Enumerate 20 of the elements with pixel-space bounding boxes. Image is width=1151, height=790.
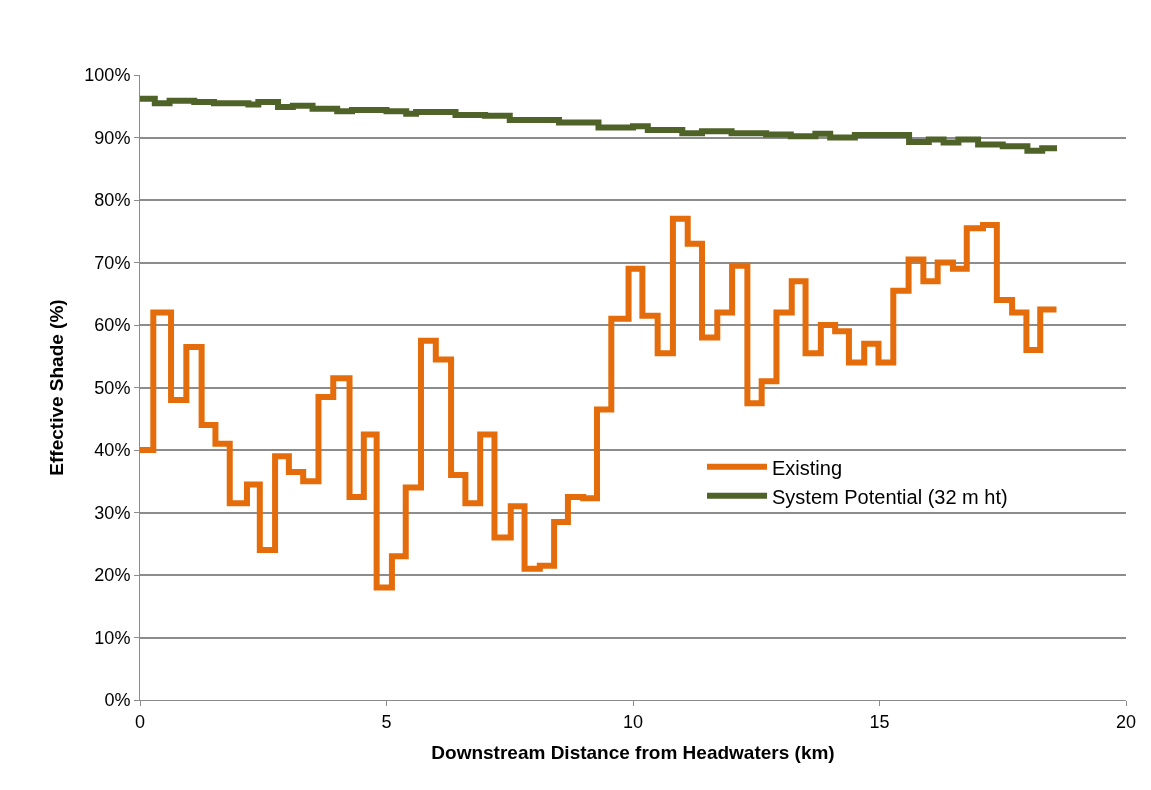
x-tick-label: 10 bbox=[622, 711, 644, 732]
x-axis-title: Downstream Distance from Headwaters (km) bbox=[431, 742, 835, 764]
legend-label: System Potential (32 m ht) bbox=[772, 485, 1008, 508]
y-tick-label: 70% bbox=[94, 252, 131, 273]
y-tick-label: 10% bbox=[94, 627, 131, 648]
y-tick-label: 60% bbox=[94, 315, 131, 336]
y-tick-label: 50% bbox=[94, 377, 131, 398]
x-tick-label: 0 bbox=[134, 711, 146, 732]
y-tick-label: 20% bbox=[94, 565, 131, 586]
y-tick-label: 100% bbox=[84, 65, 131, 86]
y-tick-label: 90% bbox=[94, 127, 131, 148]
y-tick-label: 80% bbox=[94, 190, 131, 211]
y-tick-label: 30% bbox=[94, 502, 131, 523]
y-axis-title: Effective Shade (%) bbox=[46, 299, 68, 476]
legend-label: Existing bbox=[772, 456, 843, 479]
x-tick-label: 20 bbox=[1115, 711, 1137, 732]
x-tick-label: 5 bbox=[381, 711, 392, 732]
x-tick-label: 15 bbox=[869, 711, 890, 732]
y-tick-label: 0% bbox=[104, 690, 131, 711]
y-tick-label: 40% bbox=[94, 440, 131, 461]
